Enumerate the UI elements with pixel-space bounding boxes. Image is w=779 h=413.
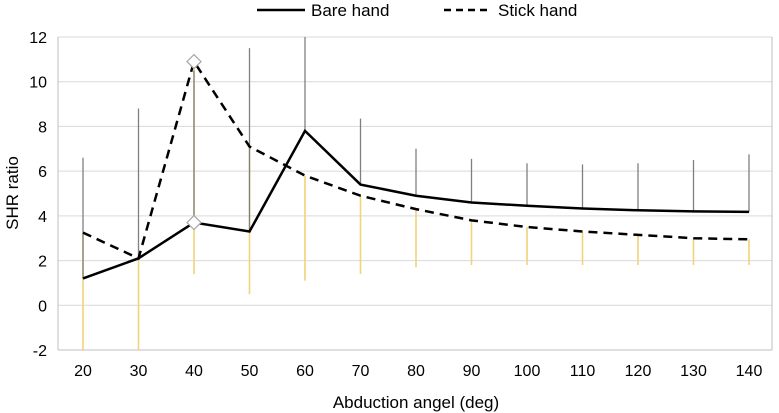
- x-tick-label: 70: [352, 363, 370, 380]
- gridlines: [57, 36, 773, 351]
- y-tick-label: 8: [38, 119, 47, 136]
- x-tick-label: 40: [185, 363, 203, 380]
- x-tick-label: 140: [736, 363, 763, 380]
- series-line-stick-hand: [82, 58, 750, 261]
- x-axis-tick-labels: 20 30 40 50 60 70 80 90 100 110 120 130 140: [74, 363, 762, 380]
- x-tick-label: 60: [296, 363, 314, 380]
- diamond-marker-stick-hand: [186, 53, 202, 70]
- y-tick-label: 6: [38, 164, 47, 181]
- x-tick-label: 100: [514, 363, 541, 380]
- x-tick-label: 130: [680, 363, 707, 380]
- error-bars: [82, 37, 750, 350]
- x-tick-label: 30: [130, 363, 148, 380]
- x-tick-label: 20: [74, 363, 92, 380]
- legend-label-bare-hand: Bare hand: [311, 1, 389, 20]
- x-tick-label: 90: [463, 363, 481, 380]
- y-tick-label: -2: [33, 343, 47, 360]
- x-tick-label: 120: [625, 363, 652, 380]
- x-tick-label: 110: [570, 363, 596, 380]
- point-markers: [186, 53, 202, 231]
- y-axis-title: SHR ratio: [3, 156, 22, 230]
- y-tick-label: 2: [38, 254, 47, 271]
- y-tick-label: 10: [29, 75, 47, 92]
- x-axis-title: Abduction angel (deg): [333, 393, 499, 412]
- x-tick-label: 50: [241, 363, 259, 380]
- legend: Bare hand Stick hand: [257, 1, 577, 20]
- diamond-marker-bare-hand: [186, 214, 202, 231]
- y-tick-label: 0: [38, 298, 47, 315]
- legend-label-stick-hand: Stick hand: [498, 1, 577, 20]
- x-tick-label: 80: [407, 363, 425, 380]
- y-tick-label: 12: [29, 30, 47, 47]
- y-axis-tick-labels: -2 0 2 4 6 8 10 12: [29, 30, 47, 360]
- y-tick-label: 4: [38, 209, 47, 226]
